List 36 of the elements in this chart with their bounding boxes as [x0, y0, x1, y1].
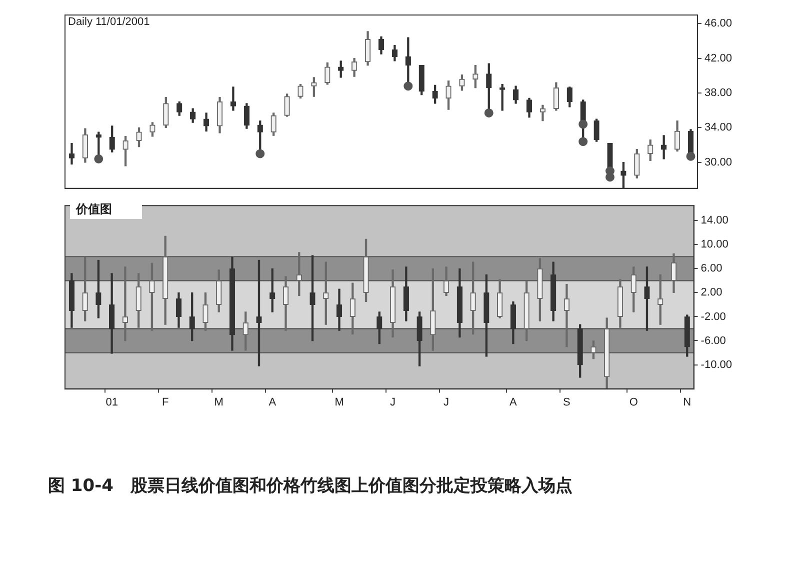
x-tick-label: A: [510, 396, 518, 408]
point: [484, 108, 494, 118]
y-tick-label: 2.00: [700, 286, 722, 299]
y-tick-label: 6.00: [700, 262, 722, 275]
candlestick: [230, 86, 236, 111]
point: [256, 149, 265, 158]
chart-title: 价值图: [70, 200, 142, 219]
x-tick-label: M: [334, 396, 344, 408]
point: [686, 152, 696, 161]
x-tick-label: N: [683, 396, 692, 408]
point: [578, 120, 588, 129]
candlestick: [122, 266, 128, 342]
y-tick-label: 30.00: [704, 156, 732, 168]
y-tick-label: 10.00: [700, 238, 728, 251]
x-tick-label: A: [268, 396, 277, 408]
y-tick-label: -2.00: [700, 310, 726, 323]
caption: 图 10-4 股票日线价值图和价格竹线图上价值图分批定投策略入场点: [48, 475, 574, 498]
x-tick-label: M: [214, 396, 224, 408]
y-tick-label: -6.00: [700, 334, 726, 347]
y-tick-label: 42.00: [704, 52, 732, 64]
x-tick-label: J: [444, 396, 450, 408]
y-tick-label: 46.00: [704, 18, 732, 30]
x-tick-label: S: [563, 396, 570, 408]
y-tick-label: 34.00: [704, 122, 732, 134]
y-tick-label: 38.00: [704, 87, 732, 100]
chart-title: Daily 11/01/2001: [68, 16, 150, 28]
y-tick-label: -10.00: [700, 358, 732, 371]
x-tick-label: 01: [106, 396, 118, 408]
x-tick-label: O: [629, 396, 638, 408]
point: [404, 82, 413, 91]
y-tick-label: 14.00: [700, 214, 728, 227]
point: [578, 137, 588, 146]
x-tick-label: J: [390, 396, 396, 408]
x-tick-label: F: [162, 396, 169, 408]
candlestick: [564, 284, 570, 348]
point: [94, 154, 104, 164]
